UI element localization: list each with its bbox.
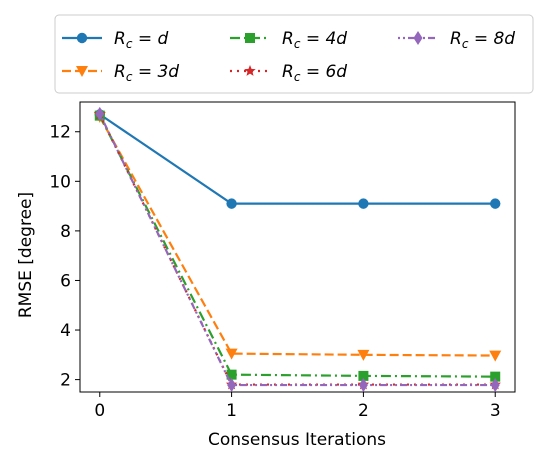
y-tick-label: 2 [60,371,71,391]
data-point [357,349,370,361]
legend-entry-4: Rc = 6d [230,62,347,84]
data-point [227,378,237,393]
series-line [98,113,496,386]
x-tick-label: 0 [94,401,105,421]
data-point [226,369,237,380]
x-tick-label: 2 [358,401,369,421]
y-tick-label: 6 [60,271,71,291]
legend-label: Rc = 6d [282,62,347,84]
series-1 [94,109,501,209]
legend-entry-5: Rc = 8d [398,29,515,51]
y-tick-label: 4 [60,321,71,341]
legend-marker [413,31,423,45]
legend: Rc = d Rc = 3d Rc = 4d Rc = 6d Rc = 8d [54,14,534,94]
legend-box [54,14,534,94]
data-point [490,371,501,382]
x-axis-label: Consensus Iterations [208,430,386,450]
data-point [358,378,368,393]
data-point [490,378,500,393]
legend-entry-3: Rc = 4d [230,29,347,51]
legend-entry-1: Rc = d [62,29,168,51]
series-line [98,115,496,378]
legend-label: Rc = 3d [114,62,179,84]
plot-frame [79,101,516,393]
x-tick-label: 3 [490,401,501,421]
data-point [490,198,501,209]
data-point [358,198,369,209]
legend-marker [245,33,255,43]
y-axis-label: RMSE [degree] [16,192,36,318]
data-point [95,106,105,121]
legend-marker [76,66,88,77]
x-tick-label: 1 [226,401,237,421]
data-point [489,350,502,362]
legend-entry-2: Rc = 3d [62,62,179,84]
legend-label: Rc = d [114,29,168,51]
series-line [98,116,496,357]
series-line [99,113,496,205]
series-2 [93,111,502,362]
series-line [98,113,496,387]
data-point [358,370,369,381]
legend-label: Rc = 4d [282,29,347,51]
data-point [226,198,237,209]
series-5 [95,106,500,393]
y-tick-label: 12 [49,123,71,143]
data-point [225,348,238,360]
legend-label: Rc = 8d [450,29,515,51]
y-tick-label: 10 [49,172,71,192]
y-tick-label: 8 [60,222,71,242]
legend-marker [244,65,256,76]
legend-marker [76,32,88,44]
